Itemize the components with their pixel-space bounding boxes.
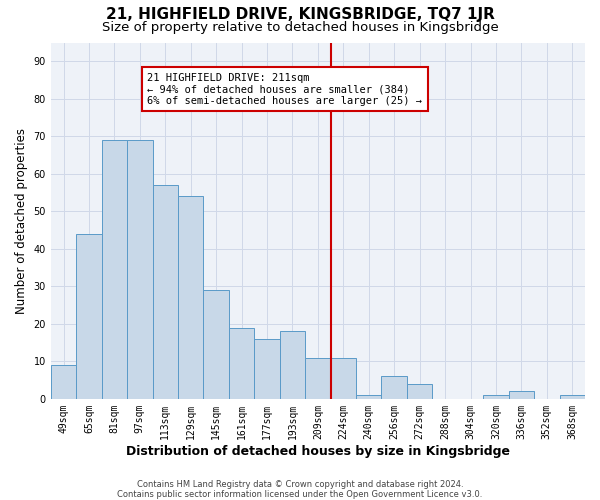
Bar [101, 140, 127, 399]
Bar [178, 196, 203, 399]
Bar [305, 358, 331, 399]
Bar [229, 328, 254, 399]
Y-axis label: Number of detached properties: Number of detached properties [15, 128, 28, 314]
Text: Size of property relative to detached houses in Kingsbridge: Size of property relative to detached ho… [101, 21, 499, 34]
Bar [407, 384, 433, 399]
Bar [382, 376, 407, 399]
Bar [76, 234, 101, 399]
Bar [509, 392, 534, 399]
Text: 21 HIGHFIELD DRIVE: 211sqm
← 94% of detached houses are smaller (384)
6% of semi: 21 HIGHFIELD DRIVE: 211sqm ← 94% of deta… [148, 72, 422, 106]
Text: 21, HIGHFIELD DRIVE, KINGSBRIDGE, TQ7 1JR: 21, HIGHFIELD DRIVE, KINGSBRIDGE, TQ7 1J… [106, 8, 494, 22]
Bar [127, 140, 152, 399]
Bar [331, 358, 356, 399]
Bar [356, 395, 382, 399]
Bar [152, 185, 178, 399]
Bar [203, 290, 229, 399]
X-axis label: Distribution of detached houses by size in Kingsbridge: Distribution of detached houses by size … [126, 444, 510, 458]
Bar [280, 332, 305, 399]
Bar [483, 395, 509, 399]
Bar [51, 365, 76, 399]
Bar [254, 339, 280, 399]
Bar [560, 395, 585, 399]
Text: Contains HM Land Registry data © Crown copyright and database right 2024.
Contai: Contains HM Land Registry data © Crown c… [118, 480, 482, 499]
